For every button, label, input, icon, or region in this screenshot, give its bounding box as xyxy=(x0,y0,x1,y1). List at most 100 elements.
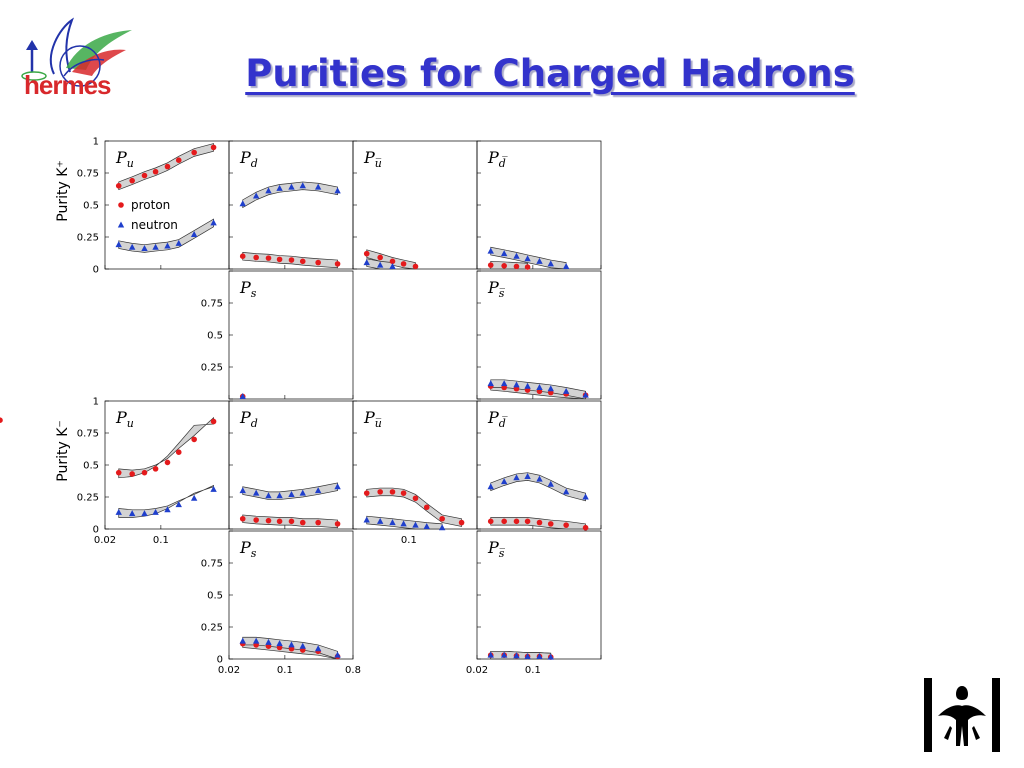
neutron-point xyxy=(164,242,171,249)
neutron-point xyxy=(239,487,246,494)
neutron-point xyxy=(276,640,283,647)
neutron-point xyxy=(562,488,570,495)
text-layer: Pu 0 0.25 0.5 0.75 1 Pd Pu̅ Pd̅ Ps 0.25 0.5 0.75 Ps̅ P… xyxy=(55,137,541,677)
panel-label-sub: s xyxy=(251,287,257,300)
neutron-band xyxy=(242,181,338,209)
panel-label: Pu̅ xyxy=(363,408,382,430)
neutron-point xyxy=(288,490,295,497)
y-tick-label: 0.75 xyxy=(77,429,99,440)
proton-point xyxy=(487,262,494,268)
neutron-point xyxy=(128,510,136,517)
proton-point xyxy=(377,489,383,495)
proton-point xyxy=(458,519,465,526)
neutron-point xyxy=(536,652,543,659)
y-tick-label: 0.25 xyxy=(201,363,223,374)
neutron-point xyxy=(334,187,341,194)
panel-label: Pu xyxy=(115,408,134,430)
proton-point xyxy=(501,263,507,269)
proton-point xyxy=(439,515,445,522)
proton-band xyxy=(490,260,528,270)
panel-label: Pd xyxy=(239,148,258,170)
legend-proton-label: proton xyxy=(131,198,170,212)
point-layer xyxy=(0,144,589,660)
neutron-point xyxy=(265,638,272,645)
neutron-point xyxy=(276,184,283,191)
proton-point xyxy=(129,177,135,184)
neutron-point xyxy=(190,230,198,237)
neutron-point xyxy=(547,480,554,487)
neutron-point xyxy=(513,252,520,259)
proton-point xyxy=(299,258,306,265)
neutron-point xyxy=(400,520,407,527)
proton-point xyxy=(175,449,182,456)
proton-point xyxy=(253,517,259,523)
proton-point xyxy=(501,518,507,525)
x-tick-label: 0.1 xyxy=(525,665,541,676)
neutron-point xyxy=(582,493,589,500)
proton-point xyxy=(265,255,272,261)
panel-label-sub: u̅ xyxy=(375,417,382,430)
neutron-point xyxy=(239,392,246,399)
neutron-point xyxy=(252,489,260,496)
legend-neutron-marker xyxy=(117,221,125,228)
neutron-point xyxy=(265,187,272,194)
proton-point xyxy=(400,490,407,496)
proton-point xyxy=(524,264,531,270)
neutron-point xyxy=(536,257,543,264)
neutron-point xyxy=(299,182,306,189)
neutron-point xyxy=(389,262,396,269)
proton-point xyxy=(334,261,341,267)
panel-label-sub: u xyxy=(127,157,134,170)
neutron-point xyxy=(487,651,494,658)
proton-point xyxy=(389,489,396,495)
neutron-point xyxy=(190,494,198,501)
neutron-point xyxy=(513,474,520,481)
panel-label: Pd̅ xyxy=(487,148,508,170)
panel-label: Ps̅ xyxy=(487,278,505,300)
proton-point xyxy=(536,519,543,526)
neutron-point xyxy=(152,243,159,250)
hermes-logo xyxy=(14,14,134,104)
x-tick-label: 0.1 xyxy=(277,665,293,676)
neutron-point xyxy=(288,641,295,648)
panel-label-sub: u xyxy=(127,417,134,430)
neutron-point xyxy=(175,239,182,246)
neutron-point xyxy=(524,652,531,659)
proton-point xyxy=(191,436,197,443)
neutron-point xyxy=(239,200,246,207)
x-tick-label: 0.02 xyxy=(94,535,116,546)
proton-point xyxy=(513,263,520,270)
neutron-point xyxy=(513,381,520,388)
proton-point xyxy=(288,257,295,263)
neutron-point xyxy=(562,262,570,269)
neutron-point xyxy=(487,247,494,254)
proton-point xyxy=(210,144,217,151)
y-tick-label: 0.5 xyxy=(207,331,223,342)
neutron-point xyxy=(536,475,543,482)
neutron-point xyxy=(513,652,520,659)
neutron-point xyxy=(175,501,182,508)
proton-point xyxy=(210,418,217,425)
y-tick-label: 0.25 xyxy=(77,493,99,504)
neutron-point xyxy=(376,261,384,268)
proton-point xyxy=(363,490,370,496)
x-tick-label: 0.1 xyxy=(153,535,169,546)
neutron-point xyxy=(500,651,508,658)
proton-point xyxy=(152,466,159,472)
proton-point xyxy=(141,172,148,179)
neutron-point xyxy=(363,259,370,266)
neutron-point xyxy=(210,485,217,492)
neutron-point xyxy=(265,492,272,499)
neutron-point xyxy=(500,478,508,485)
proton-point xyxy=(239,515,246,522)
neutron-band xyxy=(490,472,586,502)
proton-point xyxy=(547,521,554,527)
panel-label-sub: u̅ xyxy=(375,157,382,170)
neutron-point xyxy=(299,489,306,496)
panel-label-sub: d̅ xyxy=(499,416,508,430)
proton-point xyxy=(363,250,370,257)
panel-label: Ps̅ xyxy=(487,538,505,560)
legend-proton-marker xyxy=(118,202,124,208)
logo-text: hermes xyxy=(24,70,111,100)
